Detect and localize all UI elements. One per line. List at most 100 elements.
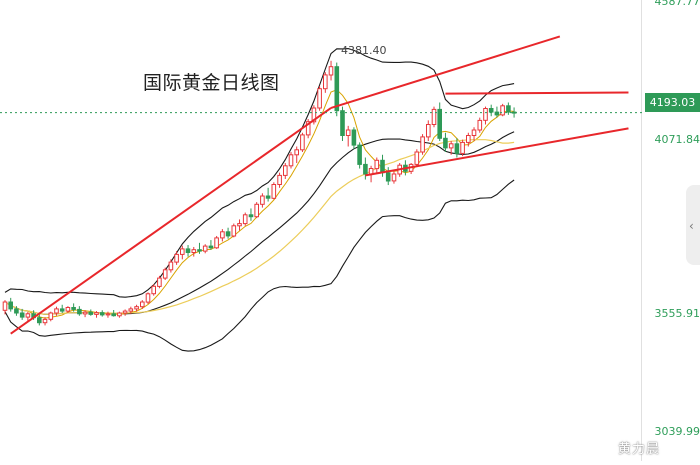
candle-body xyxy=(14,308,19,314)
candle-body xyxy=(105,313,111,316)
candle-body xyxy=(340,110,345,136)
candle-body xyxy=(420,136,425,153)
candle-body xyxy=(157,277,162,287)
candle-body xyxy=(71,307,76,310)
candle-body xyxy=(25,313,31,318)
candle-body xyxy=(8,301,13,310)
candle-body xyxy=(363,163,368,175)
candle-body xyxy=(466,135,471,143)
candle-body xyxy=(231,225,237,237)
candle-body xyxy=(42,318,48,324)
candle-body xyxy=(237,223,242,227)
candle-body xyxy=(260,195,265,205)
candle-body xyxy=(94,312,99,315)
candle-body xyxy=(145,293,151,303)
candle-body xyxy=(99,312,105,316)
candle-body xyxy=(82,311,88,315)
candle-body xyxy=(431,108,437,126)
candle-body xyxy=(500,105,505,116)
candle-body xyxy=(414,151,420,165)
candle-body xyxy=(242,214,248,225)
candle-body xyxy=(134,306,139,310)
candle-body xyxy=(168,261,174,271)
trendline xyxy=(365,127,629,177)
candle-body xyxy=(265,195,271,199)
candle-body xyxy=(225,231,231,237)
trendline xyxy=(445,91,629,95)
candle-body xyxy=(488,108,494,113)
author-watermark: 黄力晨 xyxy=(618,442,661,457)
candle-body xyxy=(283,165,288,176)
candle-body xyxy=(197,249,202,252)
candle-body xyxy=(117,312,122,317)
ma-slow-line xyxy=(4,139,515,315)
candle-body xyxy=(426,124,431,138)
candle-body xyxy=(220,231,225,239)
candle-body xyxy=(185,248,191,253)
y-tick-lower: 3555.91 xyxy=(654,307,700,320)
candle-body xyxy=(380,159,385,174)
candle-body xyxy=(374,159,380,170)
y-tick-upper: 4071.84 xyxy=(654,133,700,146)
trendlines xyxy=(10,35,629,335)
candle-body xyxy=(351,129,357,146)
candle-body xyxy=(288,154,294,167)
bollinger-upper-line xyxy=(4,48,515,298)
candle-body xyxy=(208,245,214,249)
candle-body xyxy=(271,184,277,199)
candle-body xyxy=(323,74,328,90)
candle-body xyxy=(19,312,25,318)
chart-title: 国际黄金日线图 xyxy=(143,72,280,94)
y-tick-bottom: 3039.99 xyxy=(654,425,700,438)
candle-body xyxy=(448,143,454,149)
candle-body xyxy=(317,88,322,109)
candle-body xyxy=(460,141,465,154)
candle-body xyxy=(471,129,477,136)
candle-body xyxy=(122,310,128,314)
candle-body xyxy=(214,237,219,249)
candle-body xyxy=(88,311,94,315)
candle-body xyxy=(477,119,483,131)
trendline xyxy=(10,107,332,335)
candle-body xyxy=(277,174,282,185)
chevron-left-icon: ‹ xyxy=(689,219,694,233)
candle-body xyxy=(248,214,254,218)
candle-body xyxy=(357,144,362,165)
candle-body xyxy=(151,285,156,295)
side-panel-tab[interactable]: ‹ xyxy=(686,185,700,265)
candle-body xyxy=(140,301,145,308)
candle-body xyxy=(385,172,391,182)
candle-body xyxy=(37,317,42,324)
candle-body xyxy=(294,149,299,156)
y-tick-top: 4587.77 xyxy=(654,0,700,8)
candle-body xyxy=(162,269,168,279)
candle-body xyxy=(391,173,397,182)
bollinger-lower-line xyxy=(4,179,515,352)
candle-body xyxy=(65,307,71,312)
current-price-badge: 4193.03 xyxy=(645,93,700,112)
candle-body xyxy=(506,105,511,113)
candle-body xyxy=(54,308,59,314)
candle-body xyxy=(328,66,334,76)
candle-body xyxy=(111,313,117,317)
candle-body xyxy=(305,121,311,136)
trendline xyxy=(330,35,561,109)
candle-body xyxy=(254,203,259,218)
candle-body xyxy=(2,301,8,311)
candle-body xyxy=(345,129,351,136)
candle-body xyxy=(443,137,448,149)
candle-body xyxy=(180,248,185,255)
candle-body xyxy=(454,143,460,154)
candle-body xyxy=(59,308,65,312)
candle-body xyxy=(311,107,317,123)
candle-body xyxy=(202,245,208,252)
candle-body xyxy=(437,108,442,139)
candle-body xyxy=(128,308,134,312)
candle-body xyxy=(300,134,305,151)
peak-price-label: 4381.40 xyxy=(341,44,387,57)
candle-body xyxy=(77,308,82,315)
candle-body xyxy=(48,312,54,320)
candles xyxy=(2,60,517,326)
